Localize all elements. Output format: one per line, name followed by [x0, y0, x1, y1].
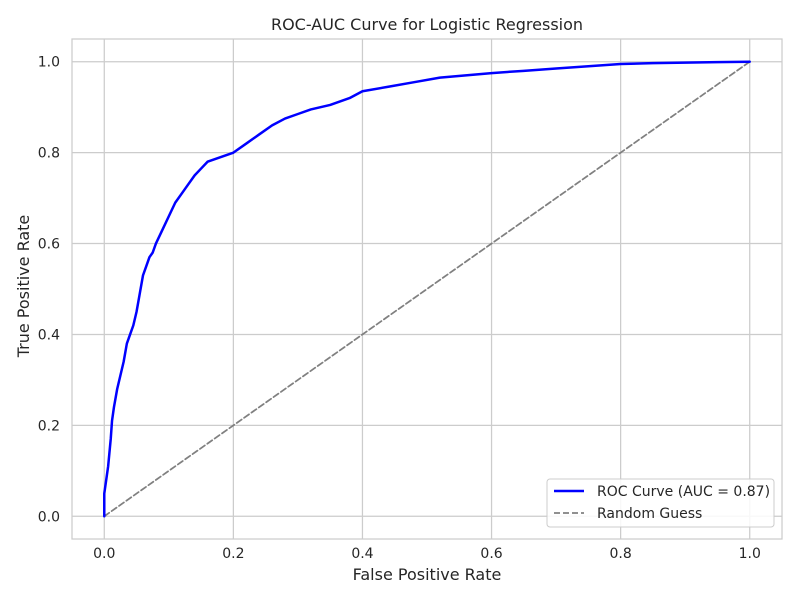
y-tick-label: 0.8 [38, 146, 60, 162]
y-tick-label: 0.2 [38, 418, 60, 434]
chart-title: ROC-AUC Curve for Logistic Regression [271, 15, 583, 34]
y-tick-label: 1.0 [38, 55, 60, 71]
x-tick-label: 0.0 [93, 546, 115, 562]
x-tick-label: 0.2 [222, 546, 244, 562]
roc-curve-line [103, 60, 751, 518]
legend-roc-label: ROC Curve (AUC = 0.87) [597, 484, 770, 500]
y-tick-label: 0.4 [38, 327, 60, 343]
x-axis-label: False Positive Rate [353, 565, 502, 584]
plot-frame [71, 38, 783, 540]
grid [72, 39, 782, 539]
random-guess-line [103, 60, 751, 518]
x-tick-label: 0.8 [610, 546, 632, 562]
y-tick-label: 0.6 [38, 237, 60, 253]
x-tick-label: 0.6 [480, 546, 502, 562]
tick-labels: 0.0 0.2 0.4 0.6 0.8 1.0 0.0 0.2 0.4 0.6 0.8 1.0 [38, 55, 761, 562]
legend-random-label: Random Guess [597, 506, 702, 522]
x-tick-label: 1.0 [739, 546, 761, 562]
legend: ROC Curve (AUC = 0.87) Random Guess [546, 478, 775, 528]
legend-box [546, 478, 775, 528]
plot-series [103, 60, 751, 518]
y-axis-label: True Positive Rate [14, 215, 33, 359]
y-tick-label: 0.0 [38, 509, 60, 525]
x-tick-label: 0.4 [351, 546, 373, 562]
